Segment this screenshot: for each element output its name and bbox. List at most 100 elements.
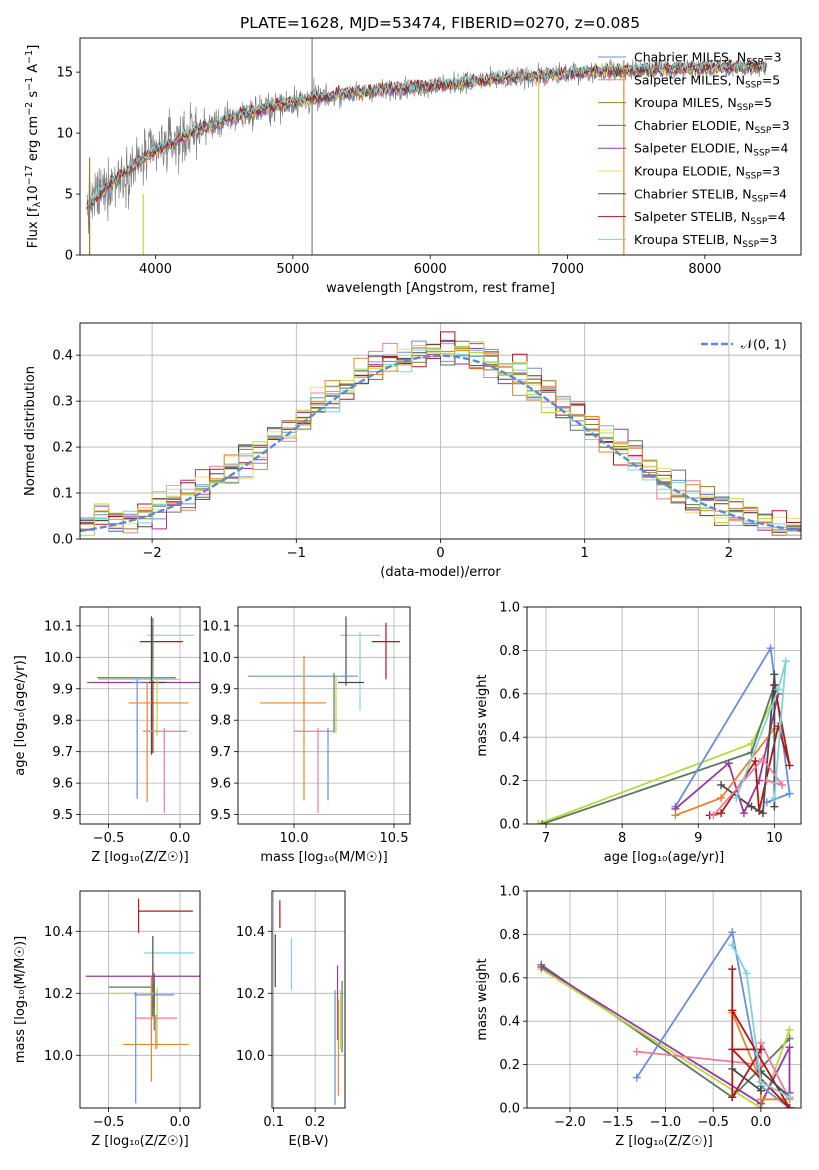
axes-frame	[271, 890, 346, 1109]
x-tick-label: 7	[542, 831, 550, 846]
y-tick-label: 1.0	[499, 601, 520, 616]
y-axis-label-part: −1	[24, 50, 35, 64]
weight-marker	[756, 1086, 765, 1095]
y-tick-label: 9.5	[52, 808, 73, 823]
y-tick-label: 0.0	[52, 533, 73, 548]
panel-mass_vs_EBV: 0.1 0.2 10.0 10.2 10.4 E(B-V)	[236, 890, 346, 1149]
legend-subscript: SSP	[745, 80, 762, 90]
grid	[527, 606, 801, 825]
y-axis-label-part: λ	[32, 201, 43, 207]
y-tick-label: 0.8	[499, 928, 520, 943]
axes-frame	[79, 37, 802, 256]
plot-area	[85, 898, 200, 1104]
y-tick-label: 0.0	[499, 818, 520, 833]
y-tick-label: 5	[65, 188, 73, 203]
x-tick-label: 4000	[139, 262, 172, 277]
legend-entry: Kroupa STELIB, NSSP=3	[634, 232, 778, 250]
axes-frame	[526, 606, 802, 825]
y-tick-label: 9.9	[210, 682, 231, 697]
legend-nssp: =4	[770, 141, 788, 156]
y-tick-label: 10.0	[202, 651, 231, 666]
legend-subscript: SSP	[753, 149, 770, 159]
x-tick-label: 2	[725, 546, 733, 561]
legend-name: Kroupa MILES, N	[634, 95, 737, 110]
x-tick-label: 8	[618, 831, 626, 846]
weight-series	[540, 968, 791, 1108]
legend-entry: Salpeter STELIB, NSSP=4	[634, 209, 786, 227]
x-axis-label: E(B-V)	[288, 1134, 328, 1149]
y-tick-label: 0.2	[52, 441, 73, 456]
legend-name: Chabrier ELODIE, N	[634, 118, 754, 133]
weight-marker	[785, 789, 794, 798]
weight-marker	[538, 820, 547, 824]
y-axis-label-part: A	[26, 64, 41, 77]
weight-series	[541, 684, 776, 824]
y-tick-label: 0.6	[499, 687, 520, 702]
y-axis-label-part: 10	[26, 185, 41, 202]
x-tick-label: 0.1	[263, 1115, 284, 1130]
weight-marker	[739, 809, 748, 818]
x-tick-label: 7000	[551, 262, 584, 277]
weight-marker	[756, 1067, 765, 1076]
x-axis-label: mass [log₁₀(M/M☉)]	[260, 850, 387, 865]
weight-marker	[785, 1043, 794, 1052]
y-axis-label: Flux [fλ10−17 erg cm−2 s−1 A−1]	[24, 45, 43, 249]
figure-title: PLATE=1628, MJD=53474, FIBERID=0270, z=0…	[240, 14, 640, 32]
weight-marker	[770, 793, 779, 802]
plot-area	[537, 928, 794, 1108]
axes-frame	[79, 606, 201, 825]
weight-marker	[756, 1095, 765, 1104]
y-tick-label: 10.0	[44, 1049, 73, 1064]
legend-entry: Chabrier STELIB, NSSP=4	[634, 186, 787, 204]
y-axis-label-part: ]	[26, 45, 41, 50]
weight-marker	[777, 780, 786, 789]
axes-frame	[79, 322, 802, 540]
y-tick-label: 0.3	[52, 395, 73, 410]
weight-marker	[774, 685, 783, 694]
x-tick-label: −0.5	[93, 1115, 125, 1130]
weight-marker	[770, 670, 779, 679]
weight-marker	[756, 1077, 765, 1086]
legend-subscript: SSP	[746, 58, 763, 68]
y-axis-label: mass [log₁₀(M/M☉)]	[13, 936, 28, 1063]
y-tick-label: 9.6	[52, 777, 73, 792]
axes-frame	[526, 890, 802, 1109]
legend-nssp: =3	[762, 164, 780, 179]
weight-marker	[785, 1025, 794, 1034]
x-tick-label: 8000	[688, 262, 721, 277]
weight-marker	[785, 1093, 794, 1102]
legend-nssp: =5	[762, 72, 780, 87]
weight-marker	[632, 1073, 641, 1082]
legend-subscript: SSP	[737, 103, 754, 113]
x-axis-label: Z [log₁₀(Z/Z☉)]	[615, 1134, 712, 1149]
grid	[238, 607, 410, 824]
x-axis-label: (data-model)/error	[380, 565, 501, 580]
legend-name: Chabrier STELIB, N	[634, 186, 752, 201]
legend-entry: 𝒩(0, 1)	[741, 337, 787, 352]
axes-frame	[237, 606, 411, 825]
x-tick-label: 10	[766, 831, 783, 846]
y-tick-label: 1.0	[499, 885, 520, 900]
weight-marker	[537, 962, 546, 971]
x-axis-label: Z [log₁₀(Z/Z☉)]	[91, 850, 188, 865]
weight-marker	[742, 969, 751, 978]
y-axis-label-part: erg cm	[26, 116, 41, 165]
weight-marker	[724, 759, 733, 768]
weight-series	[636, 929, 791, 1108]
plot-area	[248, 616, 400, 813]
legend-name: Kroupa ELODIE, N	[634, 164, 745, 179]
plot-area	[274, 900, 343, 1105]
legend-nssp: =4	[767, 209, 785, 224]
y-tick-label: 0.4	[499, 731, 520, 746]
x-tick-label: 0.2	[305, 1115, 326, 1130]
axes-frame	[79, 890, 201, 1109]
legend-entry: Chabrier MILES, NSSP=3	[634, 50, 782, 68]
x-tick-label: 0.0	[170, 831, 191, 846]
weight-marker	[728, 1093, 737, 1102]
legend-entry: Salpeter ELODIE, NSSP=4	[634, 141, 789, 159]
x-tick-label: −2	[143, 546, 162, 561]
legend-nssp: =4	[769, 186, 787, 201]
grid	[80, 891, 200, 1108]
